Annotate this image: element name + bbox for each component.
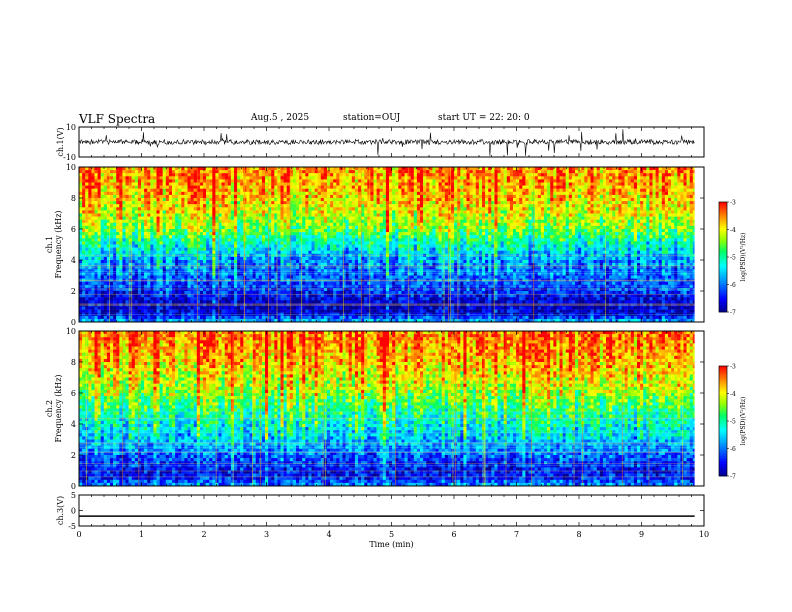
ch2-colorbar-tick-label: -5 — [730, 419, 736, 426]
ch3-ytick-label: 0 — [71, 507, 76, 516]
ch2-spectrogram-ytick-label: 2 — [71, 451, 76, 460]
time-tick-label: 9 — [639, 530, 644, 539]
time-tick-label: 3 — [264, 530, 269, 539]
ch3-ytick-label: -5 — [68, 522, 76, 531]
ch1-colorbar-tick-label: -5 — [730, 255, 736, 262]
ch1-axis-label: ch.1(V) — [56, 127, 65, 156]
ch1-colorbar-tick-label: -7 — [730, 310, 736, 317]
time-tick-label: 4 — [326, 530, 331, 539]
ch1-spectrogram-ytick-label: 6 — [71, 225, 76, 234]
ch1-spectrogram-axis-label: ch.1Frequency (kHz) — [45, 210, 63, 278]
ch2-spectrogram-axis-label: ch.2Frequency (kHz) — [45, 374, 63, 442]
ch2-spectrogram-heatmap-cells — [79, 331, 695, 486]
ch2-colorbar-tick-label: -7 — [730, 474, 736, 481]
ch1-spectrogram-ytick-label: 4 — [71, 256, 76, 265]
ch3-frame — [78, 494, 705, 527]
ch1-spectrogram-ytick-label: 0 — [71, 318, 76, 327]
ch2-colorbar-tick-label: -6 — [730, 446, 736, 453]
ch1-spectrogram-heatmap-cells — [79, 167, 695, 322]
time-tick-label: 8 — [576, 530, 581, 539]
time-tick-label: 1 — [139, 530, 144, 539]
ch2-colorbar-tick-label: -4 — [730, 391, 736, 398]
date-label: Aug.5 , 2025 — [251, 113, 309, 123]
ch1-spectrogram-ytick-label: 10 — [66, 163, 76, 172]
start-time-label: start UT = 22: 20: 0 — [438, 113, 530, 123]
ch2-spectrogram-panel: 0 2 4 6 8 10 ch.2Frequency (kHz) — [45, 327, 705, 491]
time-tick-label: 10 — [699, 530, 709, 539]
ch3-axis-label: ch.3(V) — [56, 496, 65, 525]
ch2-colorbar-tick-label: -3 — [730, 364, 736, 371]
ch2-spectrogram-ytick-label: 4 — [71, 420, 76, 429]
ch1-frame — [78, 126, 705, 158]
ch1-trace — [78, 129, 695, 156]
time-tick-label: 0 — [76, 530, 81, 539]
time-tick-label: 6 — [451, 530, 456, 539]
ch1-ytick-label: 10 — [66, 123, 76, 132]
ch1-colorbar-tick-label: -6 — [730, 282, 736, 289]
time-tick-label: 5 — [389, 530, 394, 539]
ch1-colorbar: -3 -4 -5 -6 -7 log(PSD)(V²/Hz) — [718, 200, 747, 317]
ch1-spectrogram-panel: 0 2 4 6 8 10 ch.1Frequency (kHz) — [45, 163, 705, 327]
time-tick-label: 7 — [514, 530, 519, 539]
ch1-ytick-label: -10 — [63, 153, 76, 162]
ch2-colorbar: -3 -4 -5 -6 -7 log(PSD)(V²/Hz) — [718, 364, 747, 481]
station-label: station=OUJ — [343, 113, 400, 123]
chart-title: VLF Spectra — [79, 112, 155, 126]
ch2-spectrogram-ytick-label: 0 — [71, 482, 76, 491]
time-tick-label: 2 — [201, 530, 206, 539]
time-axis-label: Time (min) — [369, 540, 413, 549]
ch1-spectrogram-ytick-label: 8 — [71, 194, 76, 203]
ch2-spectrogram-ytick-label: 10 — [66, 327, 76, 336]
ch3-ytick-label: 5 — [71, 491, 76, 500]
ch1-colorbar-label: log(PSD)(V²/Hz) — [740, 233, 747, 282]
ch1-colorbar-tick-label: -3 — [730, 200, 736, 207]
ch2-spectrogram-ytick-label: 8 — [71, 358, 76, 367]
ch1-colorbar-tick-label: -4 — [730, 227, 736, 234]
ch2-colorbar-label: log(PSD)(V²/Hz) — [740, 397, 747, 446]
ch1-spectrogram-ytick-label: 2 — [71, 287, 76, 296]
ch2-spectrogram-ytick-label: 6 — [71, 389, 76, 398]
